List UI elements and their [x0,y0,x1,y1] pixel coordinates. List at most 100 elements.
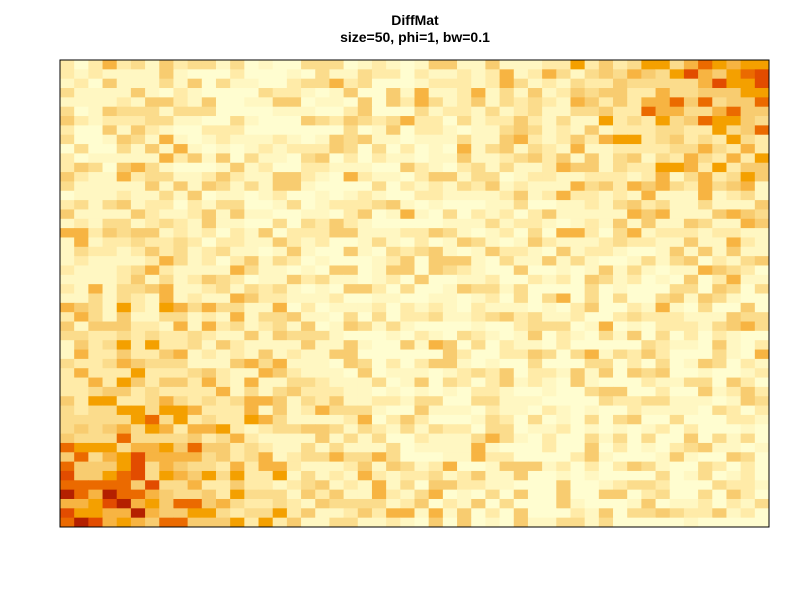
heatmap-cell [215,517,231,528]
heatmap-cell [669,162,685,173]
heatmap-cell [201,69,217,80]
heatmap-cell [386,461,401,472]
heatmap-cell [215,116,231,126]
heatmap-cell [258,200,274,210]
heatmap-cell [698,172,713,182]
heatmap-cell [414,312,430,322]
heatmap-cell [116,181,132,192]
heatmap-cell [88,228,103,238]
heatmap-cell [371,330,387,341]
heatmap-cell [60,461,75,472]
heatmap-cell [655,442,671,453]
heatmap-cell [244,106,259,117]
heatmap-cell [471,218,486,229]
heatmap-cell [102,284,118,294]
heatmap-cell [556,340,571,350]
heatmap-cell [627,69,642,80]
heatmap-cell [570,256,586,266]
heatmap-cell [258,405,274,416]
heatmap-cell [74,181,89,192]
heatmap-cell [145,433,160,444]
heatmap-cell [527,508,543,519]
heatmap-cell [130,480,146,491]
heatmap-cell [386,144,401,154]
heatmap-cell [527,321,543,332]
heatmap-cell [584,284,600,294]
heatmap-cell [457,181,472,192]
heatmap-cell [485,162,500,173]
heatmap-cell [315,330,330,341]
heatmap-cell [173,480,189,491]
heatmap-cell [386,97,401,108]
heatmap-cell [556,293,571,304]
heatmap-cell [584,489,600,500]
heatmap-cell [428,265,444,276]
heatmap-cell [414,162,430,173]
heatmap-cell [301,190,316,201]
heatmap-cell [556,162,571,173]
heatmap-cell [641,190,656,201]
heatmap-cell [698,517,713,528]
heatmap-cell [740,256,756,266]
heatmap-cell [726,190,742,201]
heatmap-cell [400,470,415,481]
heatmap-cell [584,498,600,509]
heatmap-cell [215,321,231,332]
heatmap-cell [556,209,571,220]
heatmap-cell [683,433,699,444]
heatmap-cell [428,433,444,444]
heatmap-cell [669,172,685,182]
heatmap-cell [88,330,103,341]
heatmap-cell [187,97,203,108]
heatmap-cell [683,461,699,472]
heatmap-cell [130,181,146,192]
heatmap-cell [187,405,203,416]
heatmap-cell [286,134,302,145]
heatmap-cell [329,349,344,360]
heatmap-cell [513,424,529,434]
heatmap-cell [60,265,75,276]
heatmap-cell [102,368,118,378]
heatmap-cell [698,302,713,313]
heatmap-cell [669,153,685,164]
heatmap-cell [130,368,146,378]
heatmap-cell [187,368,203,378]
heatmap-cell [457,330,472,341]
heatmap-cell [442,368,458,378]
heatmap-cell [60,237,75,248]
heatmap-cell [627,256,642,266]
heatmap-cell [187,386,203,397]
heatmap-cell [88,368,103,378]
heatmap-cell [357,508,373,519]
heatmap-cell [627,414,642,425]
heatmap-cell [513,116,529,126]
heatmap-cell [513,162,529,173]
heatmap-cell [201,358,217,369]
heatmap-cell [130,302,146,313]
heatmap-cell [215,60,231,70]
heatmap-cell [613,274,628,285]
heatmap-cell [343,414,359,425]
heatmap-cell [102,209,118,220]
heatmap-cell [584,452,600,463]
heatmap-cell [527,405,543,416]
heatmap-cell [215,97,231,108]
heatmap-cell [754,134,770,145]
heatmap-cell [740,153,756,164]
heatmap-cell [414,293,430,304]
heatmap-cell [414,274,430,285]
heatmap-cell [371,88,387,98]
heatmap-cell [414,340,430,350]
heatmap-cell [655,97,671,108]
heatmap-cell [556,489,571,500]
heatmap-cell [683,405,699,416]
heatmap-cell [74,237,89,248]
heatmap-cell [570,302,586,313]
heatmap-cell [301,153,316,164]
heatmap-cell [641,60,656,70]
heatmap-cell [442,284,458,294]
heatmap-cell [513,237,529,248]
heatmap-cell [598,321,614,332]
heatmap-cell [244,274,259,285]
heatmap-cell [627,377,642,388]
